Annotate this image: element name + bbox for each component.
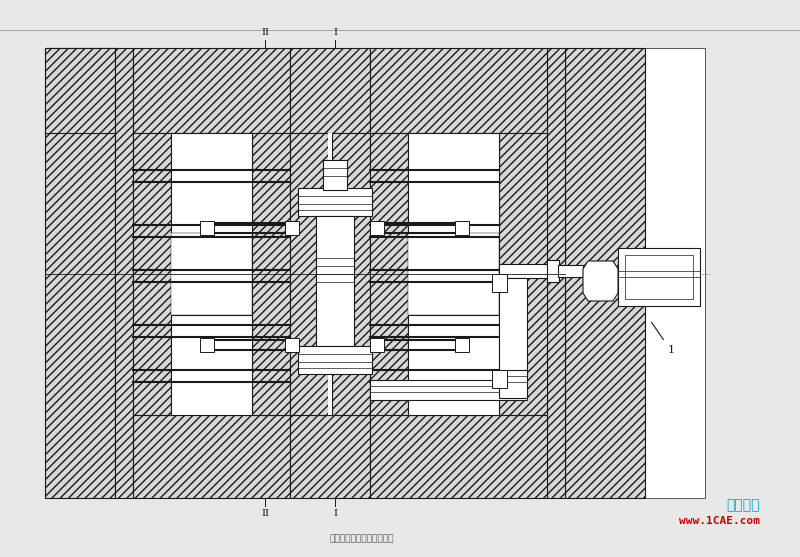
Bar bbox=[290, 133, 328, 415]
Bar bbox=[499, 370, 527, 398]
Text: www.1CAE.com: www.1CAE.com bbox=[679, 516, 760, 526]
Text: II: II bbox=[261, 509, 269, 518]
Bar bbox=[290, 415, 370, 498]
Text: 仿真在线: 仿真在线 bbox=[726, 498, 760, 512]
Bar bbox=[323, 160, 347, 190]
Bar bbox=[370, 133, 408, 415]
Bar bbox=[370, 380, 527, 400]
Bar bbox=[285, 338, 299, 352]
Bar bbox=[499, 264, 554, 278]
Bar bbox=[625, 255, 693, 299]
Bar bbox=[455, 338, 469, 352]
Bar bbox=[492, 274, 507, 292]
Bar bbox=[455, 221, 469, 235]
Bar bbox=[171, 233, 252, 315]
Bar bbox=[332, 133, 370, 415]
Bar bbox=[408, 233, 499, 315]
Text: 1: 1 bbox=[668, 345, 675, 355]
Bar bbox=[499, 278, 527, 378]
Bar bbox=[285, 221, 299, 235]
Bar bbox=[408, 133, 499, 233]
Bar bbox=[565, 48, 645, 498]
Bar bbox=[200, 338, 214, 352]
Bar bbox=[370, 415, 547, 498]
Polygon shape bbox=[583, 261, 618, 301]
Bar bbox=[370, 48, 547, 133]
Bar bbox=[499, 133, 547, 415]
Bar bbox=[133, 133, 171, 415]
Bar bbox=[298, 346, 372, 374]
Bar bbox=[492, 370, 507, 388]
Bar bbox=[290, 48, 370, 133]
Bar bbox=[316, 216, 354, 346]
Bar bbox=[298, 188, 372, 216]
Bar bbox=[408, 315, 499, 415]
Text: 注：仿肤模具仿真分析数据: 注：仿肤模具仿真分析数据 bbox=[330, 534, 394, 543]
Bar bbox=[171, 315, 252, 415]
Text: II: II bbox=[261, 28, 269, 37]
Bar bbox=[252, 133, 290, 415]
Bar bbox=[45, 48, 115, 498]
Bar bbox=[370, 338, 384, 352]
Bar bbox=[547, 260, 559, 282]
Bar bbox=[171, 133, 252, 233]
Bar bbox=[200, 221, 214, 235]
Bar bbox=[618, 248, 700, 306]
Text: I: I bbox=[333, 509, 337, 518]
Bar bbox=[547, 48, 565, 498]
Bar bbox=[370, 221, 384, 235]
Bar bbox=[115, 48, 133, 498]
Text: I: I bbox=[333, 28, 337, 37]
Bar bbox=[45, 48, 115, 133]
Bar bbox=[133, 415, 290, 498]
Bar bbox=[45, 48, 705, 498]
Bar bbox=[133, 48, 290, 133]
Bar bbox=[328, 133, 332, 415]
Bar bbox=[558, 265, 583, 277]
